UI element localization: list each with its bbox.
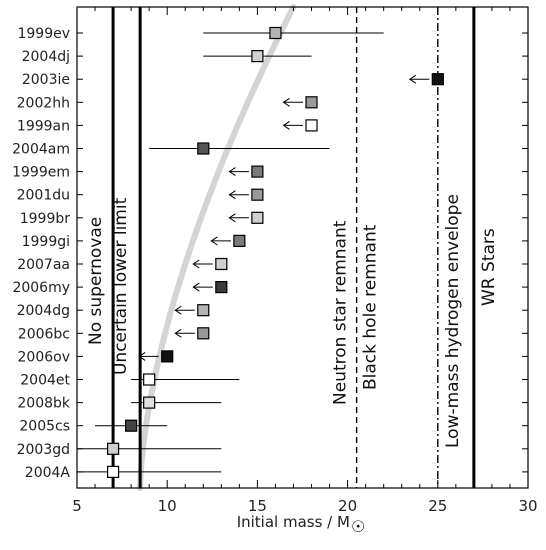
upper-limit-arrowhead-2007aa <box>192 259 200 269</box>
upper-limit-arrowhead-2006my <box>192 282 200 292</box>
x-tick-label-30: 30 <box>518 497 537 515</box>
sn-label-2004et: 2004et <box>20 373 70 389</box>
sn-label-2005cs: 2005cs <box>19 419 70 435</box>
sn-label-2004am: 2004am <box>12 142 70 158</box>
sn-label-1999em: 1999em <box>12 165 70 181</box>
label-wr-stars: WR Stars <box>479 228 499 306</box>
label-low-mass-hydrogen-envelope: Low-mass hydrogen envelope <box>443 194 463 448</box>
data-point-2005cs <box>125 419 138 432</box>
label-no-supernovae: No supernovae <box>86 217 106 345</box>
sn-label-2001du: 2001du <box>17 188 70 204</box>
sn-label-2003gd: 2003gd <box>17 442 70 458</box>
x-tick-label-10: 10 <box>158 497 177 515</box>
sn-label-2008bk: 2008bk <box>17 396 71 412</box>
upper-limit-arrowhead-1999gi <box>210 236 218 246</box>
sn-label-1999an: 1999an <box>17 118 70 134</box>
upper-limit-arrowhead-2001du <box>228 190 236 200</box>
data-point-2004A <box>106 465 120 478</box>
sn-label-2002hh: 2002hh <box>17 95 70 111</box>
upper-limit-arrowhead-2003ie <box>408 74 417 84</box>
sn-label-2006my: 2006my <box>12 280 70 296</box>
data-point-2004dj <box>251 49 264 63</box>
data-point-1999gi <box>233 234 246 247</box>
data-point-1999br <box>251 211 264 224</box>
chart-content: No supernovae Uncertain lower limit Neutro… <box>12 4 538 515</box>
x-tick-label-15: 15 <box>248 497 267 515</box>
sn-label-2004dg: 2004dg <box>17 303 70 319</box>
data-point-2002hh <box>305 96 318 109</box>
data-point-1999an <box>305 119 318 132</box>
sn-label-2006ov: 2006ov <box>18 349 70 365</box>
sn-label-1999gi: 1999gi <box>22 234 70 250</box>
data-point-2006bc <box>197 327 210 340</box>
data-point-2001du <box>251 188 264 201</box>
data-point-2004et <box>143 373 156 386</box>
upper-limit-arrowhead-1999em <box>228 167 236 177</box>
data-point-1999ev <box>269 26 282 40</box>
sn-label-2004dj: 2004dj <box>22 49 70 65</box>
upper-limit-arrowhead-2006ov <box>138 351 146 361</box>
sn-label-1999ev: 1999ev <box>17 26 70 42</box>
data-point-2003ie <box>431 73 444 86</box>
sn-label-2003ie: 2003ie <box>22 72 70 88</box>
label-uncertain-lower-limit: Uncertain lower limit <box>111 197 131 375</box>
data-point-2004dg <box>197 304 210 317</box>
data-point-2007aa <box>215 257 228 271</box>
data-point-2003gd <box>106 442 120 455</box>
data-point-2008bk <box>143 396 156 409</box>
sn-label-1999br: 1999br <box>20 211 71 227</box>
data-point-2004am <box>197 142 210 155</box>
sn-label-2004A: 2004A <box>25 465 71 481</box>
upper-limit-arrowhead-2002hh <box>282 97 290 107</box>
plot-frame <box>76 6 529 489</box>
sn-label-2007aa: 2007aa <box>17 257 70 273</box>
x-axis-label: Initial mass / M☉ <box>237 513 366 536</box>
upper-limit-arrowhead-2004dg <box>174 305 182 315</box>
data-point-2006my <box>215 281 228 294</box>
x-tick-label-20: 20 <box>338 497 357 515</box>
upper-limit-arrowhead-2006bc <box>174 328 182 338</box>
label-neutron-star-remnant: Neutron star remnant <box>331 220 351 405</box>
sn-label-2006bc: 2006bc <box>18 326 70 342</box>
data-point-1999em <box>251 165 264 178</box>
label-black-hole-remnant: Black hole remnant <box>361 224 381 390</box>
upper-limit-arrowhead-1999br <box>228 213 236 223</box>
x-tick-label-25: 25 <box>428 497 447 515</box>
upper-limit-arrowhead-1999an <box>282 120 290 130</box>
x-tick-label-5: 5 <box>72 497 82 515</box>
data-point-2006ov <box>161 350 174 363</box>
sun-symbol: ☉ <box>351 517 365 536</box>
